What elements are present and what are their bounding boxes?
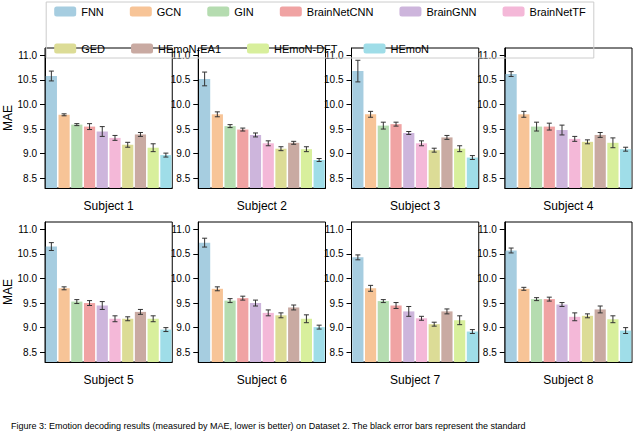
svg-text:8.5: 8.5 [176, 347, 190, 358]
svg-text:8.5: 8.5 [483, 347, 497, 358]
svg-text:11.0: 11.0 [172, 224, 191, 235]
svg-text:10.0: 10.0 [324, 99, 344, 110]
svg-text:8.5: 8.5 [330, 173, 344, 184]
svg-text:Subject 8: Subject 8 [543, 373, 593, 387]
svg-text:10.5: 10.5 [477, 74, 497, 85]
svg-text:8.5: 8.5 [23, 347, 37, 358]
svg-text:Subject 1: Subject 1 [84, 199, 134, 213]
svg-text:Figure 3: Emotion decoding res: Figure 3: Emotion decoding results (meas… [11, 421, 526, 431]
svg-text:11.0: 11.0 [18, 50, 37, 61]
svg-text:9.5: 9.5 [483, 124, 497, 135]
svg-text:10.0: 10.0 [18, 99, 38, 110]
svg-text:11.0: 11.0 [478, 224, 497, 235]
svg-text:9.5: 9.5 [330, 298, 344, 309]
svg-text:10.5: 10.5 [18, 248, 38, 259]
svg-text:10.0: 10.0 [324, 273, 344, 284]
svg-text:9.0: 9.0 [483, 322, 497, 333]
svg-text:9.5: 9.5 [330, 124, 344, 135]
svg-text:MAE: MAE [1, 105, 15, 131]
svg-text:9.5: 9.5 [23, 124, 37, 135]
svg-text:9.5: 9.5 [483, 298, 497, 309]
svg-text:9.0: 9.0 [330, 322, 344, 333]
svg-text:10.0: 10.0 [171, 99, 191, 110]
svg-text:8.5: 8.5 [330, 347, 344, 358]
svg-text:Subject 4: Subject 4 [543, 199, 593, 213]
svg-text:10.5: 10.5 [18, 74, 38, 85]
svg-text:GED: GED [81, 43, 105, 55]
svg-text:9.5: 9.5 [176, 124, 190, 135]
svg-text:HEmoN-DFT: HEmoN-DFT [274, 43, 338, 55]
svg-text:10.0: 10.0 [18, 273, 38, 284]
svg-text:8.5: 8.5 [176, 173, 190, 184]
svg-text:9.0: 9.0 [330, 148, 344, 159]
svg-text:9.0: 9.0 [176, 322, 190, 333]
svg-text:HEmoN-EA1: HEmoN-EA1 [158, 43, 221, 55]
svg-text:9.0: 9.0 [176, 148, 190, 159]
svg-text:Subject 2: Subject 2 [237, 199, 287, 213]
svg-text:FNN: FNN [81, 6, 104, 18]
svg-text:10.0: 10.0 [171, 273, 191, 284]
svg-text:11.0: 11.0 [325, 224, 344, 235]
svg-text:9.5: 9.5 [176, 298, 190, 309]
svg-text:GIN: GIN [234, 6, 254, 18]
svg-text:8.5: 8.5 [23, 173, 37, 184]
svg-text:9.0: 9.0 [23, 148, 37, 159]
svg-text:10.0: 10.0 [477, 273, 497, 284]
svg-text:8.5: 8.5 [483, 173, 497, 184]
svg-text:10.5: 10.5 [171, 74, 191, 85]
svg-text:10.5: 10.5 [324, 248, 344, 259]
svg-text:Subject 6: Subject 6 [237, 373, 287, 387]
svg-text:Subject 7: Subject 7 [390, 373, 440, 387]
svg-text:HEmoN: HEmoN [391, 43, 430, 55]
svg-text:BrainNetTF: BrainNetTF [530, 6, 587, 18]
svg-text:Subject 5: Subject 5 [84, 373, 134, 387]
svg-text:GCN: GCN [157, 6, 182, 18]
svg-text:BrainGNN: BrainGNN [426, 6, 476, 18]
svg-text:BrainNetCNN: BrainNetCNN [307, 6, 374, 18]
svg-text:Subject 3: Subject 3 [390, 199, 440, 213]
svg-text:10.5: 10.5 [171, 248, 191, 259]
svg-text:MAE: MAE [1, 279, 15, 305]
svg-text:10.5: 10.5 [477, 248, 497, 259]
svg-text:10.5: 10.5 [324, 74, 344, 85]
svg-text:9.0: 9.0 [483, 148, 497, 159]
svg-text:10.0: 10.0 [477, 99, 497, 110]
svg-text:11.0: 11.0 [18, 224, 37, 235]
svg-text:9.5: 9.5 [23, 298, 37, 309]
svg-text:9.0: 9.0 [23, 322, 37, 333]
